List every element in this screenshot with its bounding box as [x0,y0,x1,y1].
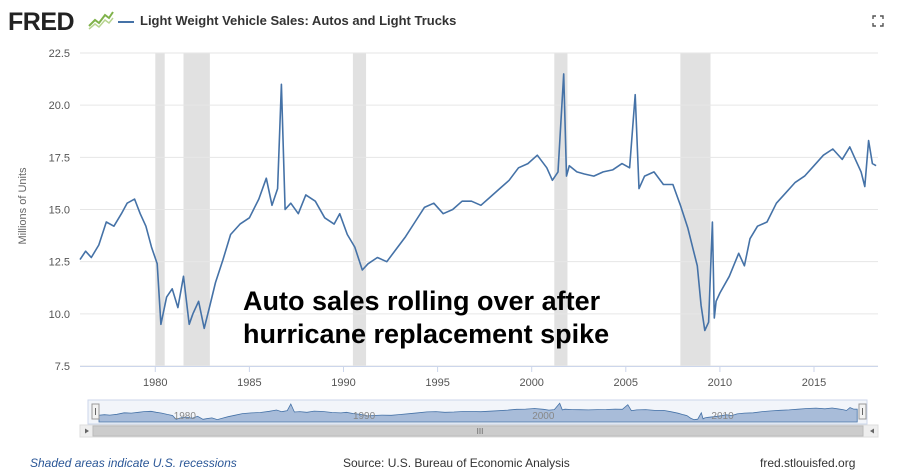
header: FRED Light Weight Vehicle Sales: Autos a… [0,0,897,44]
fred-site-link[interactable]: fred.stlouisfed.org [760,456,856,470]
chart-title: Light Weight Vehicle Sales: Autos and Li… [140,13,457,28]
x-axis-ticks: 1980 1985 1990 1995 2000 2005 2010 2015 [80,366,878,389]
y-axis-label: Millions of Units [17,167,29,245]
y-tick-label: 17.5 [49,152,70,164]
x-tick-label: 1995 [425,377,449,389]
source-note: Source: U.S. Bureau of Economic Analysis [343,456,570,470]
x-tick-label: 1980 [143,377,167,389]
annotation-text: Auto sales rolling over after hurricane … [243,285,663,351]
y-axis-ticks: 7.5 10.0 12.5 15.0 17.5 20.0 22.5 [49,48,70,373]
navigator-year-label: 1990 [353,411,376,422]
x-tick-label: 2005 [614,377,638,389]
y-tick-label: 22.5 [49,48,70,60]
annotation-line-1: Auto sales rolling over after [243,286,601,316]
x-tick-label: 1985 [237,377,261,389]
legend-line-swatch [118,21,134,23]
scrollbar-grip: III [477,427,484,436]
y-tick-label: 10.0 [49,309,70,321]
y-tick-label: 7.5 [55,361,70,373]
navigator-year-label: 2000 [532,411,555,422]
scrollbar-left-arrow-icon[interactable] [85,428,89,434]
navigator-labels: 1980 1990 2000 2010 [174,411,734,422]
x-tick-label: 2010 [708,377,732,389]
navigator-year-label: 1980 [174,411,197,422]
annotation-line-2: hurricane replacement spike [243,319,610,349]
navigator-year-label: 2010 [711,411,734,422]
fred-logo-graph-icon [88,10,114,30]
fred-logo[interactable]: FRED [8,8,75,36]
navigator-series-area [98,402,858,423]
series-line [79,73,877,332]
series [79,73,877,332]
x-tick-label: 2000 [519,377,543,389]
x-tick-label: 2015 [802,377,826,389]
scrollbar-right-arrow-icon[interactable] [870,428,874,434]
range-navigator[interactable]: 1980 1990 2000 2010 [87,399,868,425]
fullscreen-icon[interactable] [872,15,884,30]
x-tick-label: 1990 [331,377,355,389]
scrollbar[interactable]: III [79,424,879,438]
scrollbar-thumb[interactable] [92,425,864,437]
recession-note-link[interactable]: Shaded areas indicate U.S. recessions [30,456,237,470]
y-tick-label: 12.5 [49,257,70,269]
y-tick-label: 15.0 [49,205,70,217]
y-tick-label: 20.0 [49,100,70,112]
